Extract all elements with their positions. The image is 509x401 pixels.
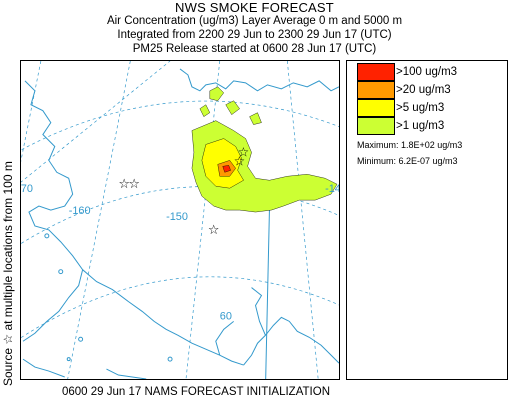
release-start: PM25 Release started at 0600 28 Jun 17 (… [132, 43, 377, 55]
plume-100-ug [222, 165, 231, 173]
concentration-subtitle: Air Concentration (ug/m3) Layer Average … [106, 15, 403, 27]
source-star-2: ☆ [128, 176, 140, 191]
forecast-title: NWS SMOKE FORECAST [175, 0, 334, 15]
legend-label-5: >5 ug/m3 [396, 102, 445, 114]
legend-label-100: >100 ug/m3 [396, 66, 458, 78]
legend-item-100: >100 ug/m3 [357, 63, 457, 81]
legend-minimum: Minimum: 6.2E-07 ug/m3 [357, 156, 458, 166]
legend-item-1: >1 ug/m3 [357, 117, 444, 135]
lon-label-160: -160 [69, 205, 91, 217]
legend-item-5: >5 ug/m3 [357, 99, 444, 117]
map-panel: ☆ ☆ ☆ ☆ ☆ -170 -160 -150 -140 60 [20, 60, 340, 380]
integration-period: Integrated from 2200 29 Jun to 2300 29 J… [117, 29, 392, 41]
legend-swatch-100 [357, 63, 395, 81]
graticule-lines [21, 61, 339, 379]
legend-item-20: >20 ug/m3 [357, 81, 451, 99]
source-location-label: Source ☆ at multiple locations from 100 … [0, 58, 16, 388]
source-star-4: ☆ [234, 153, 246, 168]
legend-label-1: >1 ug/m3 [396, 120, 445, 132]
coastline [22, 68, 339, 379]
source-star-3: ☆ [208, 222, 220, 237]
legend: >100 ug/m3 >20 ug/m3 >5 ug/m3 >1 ug/m3 M… [346, 60, 508, 380]
islands [44, 233, 173, 362]
lon-label-150: -150 [166, 211, 188, 223]
legend-swatch-20 [357, 81, 395, 99]
legend-swatch-1 [357, 117, 395, 135]
lat-label-60: 60 [220, 310, 232, 322]
source-star-1: ☆ [118, 176, 130, 191]
smoke-plume [191, 86, 338, 213]
lon-label-140: -140 [325, 183, 339, 195]
legend-maximum: Maximum: 1.8E+02 ug/m3 [357, 140, 463, 150]
forecast-initialization: 0600 29 Jun 17 NAMS FORECAST INITIALIZAT… [62, 386, 330, 398]
source-star-5: ☆ [238, 144, 250, 159]
plume-fringe [199, 86, 262, 125]
lon-label-170: -170 [21, 183, 33, 195]
source-markers: ☆ ☆ ☆ ☆ ☆ [118, 144, 249, 237]
legend-swatch-5 [357, 99, 395, 117]
legend-label-20: >20 ug/m3 [396, 84, 451, 96]
source-label-text: Source ☆ at multiple locations from 100 … [1, 161, 15, 386]
